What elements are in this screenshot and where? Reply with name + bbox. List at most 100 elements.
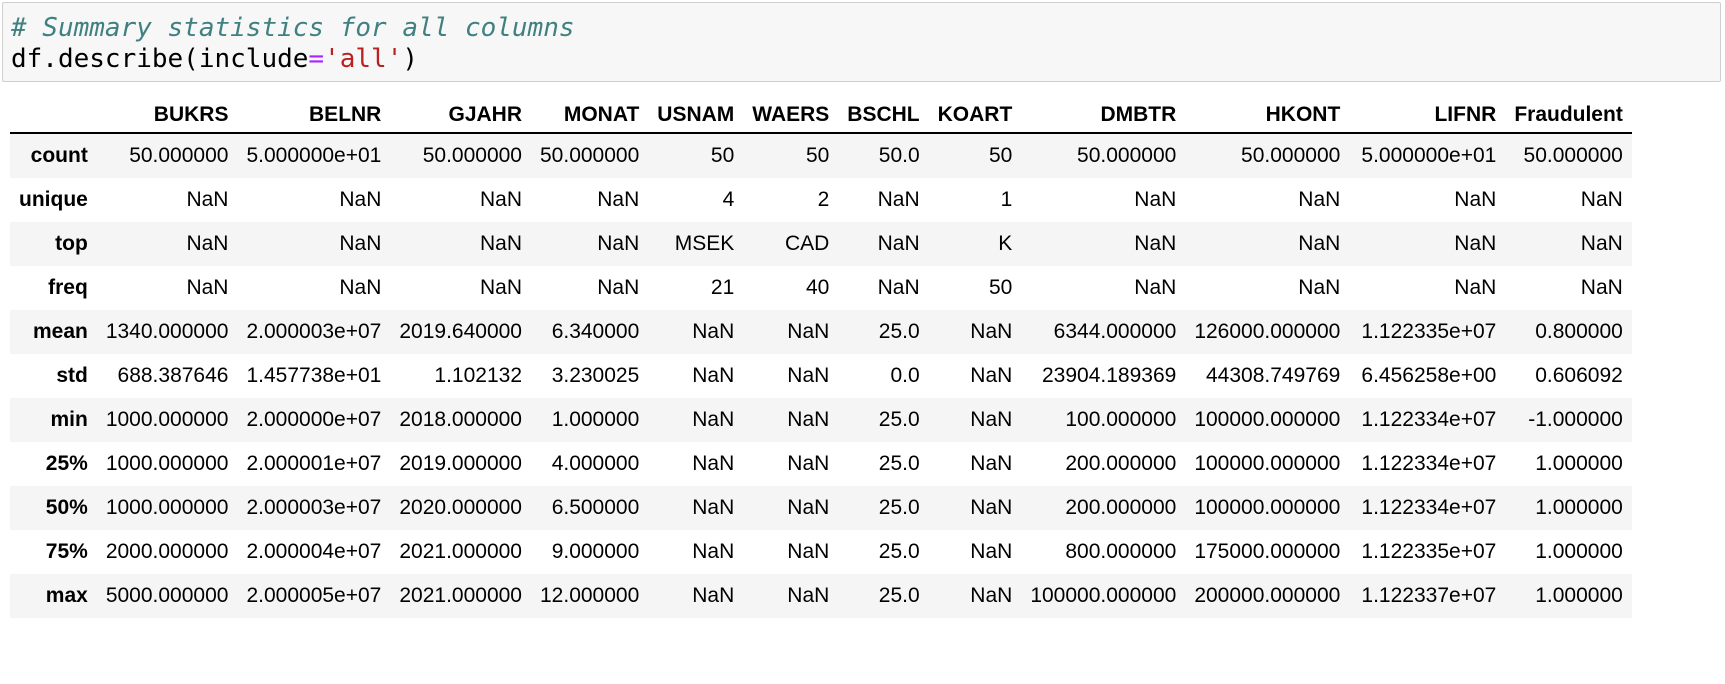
- cell-output: BUKRS BELNR GJAHR MONAT USNAM WAERS BSCHL KOART…: [10, 100, 1632, 618]
- table-cell: NaN: [877, 276, 920, 299]
- table-cell: 50: [988, 144, 1013, 167]
- table-cell: 100000.000000: [1194, 408, 1341, 431]
- table-cell: 0.606092: [1535, 364, 1623, 387]
- row-label: 50%: [45, 496, 88, 519]
- column-header: Fraudulent: [1505, 100, 1632, 134]
- table-cell: NaN: [597, 188, 640, 211]
- table-cell: NaN: [970, 584, 1013, 607]
- dataframe-table: BUKRS BELNR GJAHR MONAT USNAM WAERS BSCHL KOART…: [10, 100, 1632, 618]
- table-cell: NaN: [970, 540, 1013, 563]
- table-cell: 50: [710, 144, 735, 167]
- table-cell: 6.500000: [551, 496, 640, 519]
- table-cell: 1: [1000, 188, 1013, 211]
- table-cell: 1.457738e+01: [246, 364, 382, 387]
- table-cell: 23904.189369: [1042, 364, 1177, 387]
- table-cell: 6344.000000: [1053, 320, 1177, 343]
- column-header: MONAT: [531, 100, 649, 134]
- table-row: mean 1340.000000 2.000003e+07 2019.640000 6.…: [10, 310, 1632, 354]
- row-label: top: [55, 232, 88, 255]
- row-label: mean: [32, 320, 88, 343]
- table-cell: 2.000001e+07: [246, 452, 382, 475]
- table-cell: 1.102132: [434, 364, 522, 387]
- table-cell: NaN: [787, 364, 830, 387]
- table-cell: 1000.000000: [105, 452, 229, 475]
- table-cell: NaN: [479, 188, 522, 211]
- table-cell: NaN: [1298, 232, 1341, 255]
- table-cell: 6.340000: [551, 320, 640, 343]
- table-cell: 44308.749769: [1206, 364, 1341, 387]
- table-cell: NaN: [1580, 232, 1623, 255]
- row-label: count: [30, 144, 88, 167]
- table-cell: 50.0: [878, 144, 920, 167]
- table-cell: 25.0: [878, 408, 920, 431]
- table-cell: NaN: [1454, 188, 1497, 211]
- table-cell: NaN: [787, 584, 830, 607]
- column-header: LIFNR: [1349, 100, 1506, 134]
- table-cell: NaN: [970, 320, 1013, 343]
- table-cell: NaN: [1454, 232, 1497, 255]
- table-cell: 200.000000: [1065, 452, 1177, 475]
- code-cell[interactable]: # Summary statistics for all columns df.d…: [2, 2, 1721, 82]
- row-label: unique: [19, 188, 88, 211]
- table-cell: 2019.640000: [399, 320, 522, 343]
- table-cell: 50.000000: [1241, 144, 1341, 167]
- row-label: 75%: [45, 540, 88, 563]
- table-cell: 9.000000: [551, 540, 640, 563]
- row-label: 25%: [45, 452, 88, 475]
- table-cell: 1.122334e+07: [1361, 452, 1497, 475]
- table-row: freq NaN NaN NaN NaN 21 40 NaN 50 NaN NaN NaN NaN: [10, 266, 1632, 310]
- table-cell: NaN: [877, 232, 920, 255]
- table-cell: NaN: [1298, 188, 1341, 211]
- table-cell: 6.456258e+00: [1361, 364, 1497, 387]
- table-cell: 0.0: [890, 364, 920, 387]
- table-row: 25% 1000.000000 2.000001e+07 2019.000000 4.0…: [10, 442, 1632, 486]
- table-cell: 1.000000: [1535, 540, 1623, 563]
- table-cell: 1000.000000: [105, 408, 229, 431]
- table-cell: NaN: [1134, 232, 1177, 255]
- table-cell: CAD: [784, 232, 830, 255]
- table-row: min 1000.000000 2.000000e+07 2018.000000 1.0…: [10, 398, 1632, 442]
- table-cell: 1000.000000: [105, 496, 229, 519]
- table-cell: NaN: [692, 540, 735, 563]
- table-cell: NaN: [1298, 276, 1341, 299]
- row-label: min: [50, 408, 88, 431]
- table-row: max 5000.000000 2.000005e+07 2021.000000 12.…: [10, 574, 1632, 618]
- table-cell: NaN: [970, 452, 1013, 475]
- table-cell: 126000.000000: [1194, 320, 1341, 343]
- table-cell: 4.000000: [551, 452, 640, 475]
- table-cell: NaN: [479, 276, 522, 299]
- table-cell: 25.0: [878, 496, 920, 519]
- table-cell: 2.000004e+07: [246, 540, 382, 563]
- code-line: df.describe(include='all'): [11, 44, 1712, 75]
- column-header: USNAM: [648, 100, 744, 134]
- table-row: top NaN NaN NaN NaN MSEK CAD NaN K NaN NaN NaN NaN: [10, 222, 1632, 266]
- table-cell: 2000.000000: [105, 540, 229, 563]
- table-cell: 200000.000000: [1194, 584, 1341, 607]
- table-cell: NaN: [1134, 276, 1177, 299]
- table-cell: 1.000000: [551, 408, 640, 431]
- table-cell: 25.0: [878, 320, 920, 343]
- table-cell: NaN: [186, 188, 229, 211]
- table-cell: NaN: [787, 496, 830, 519]
- table-row: count 50.000000 5.000000e+01 50.000000 50.00…: [10, 133, 1632, 178]
- table-cell: 50.000000: [129, 144, 229, 167]
- table-row: 50% 1000.000000 2.000003e+07 2020.000000 6.5…: [10, 486, 1632, 530]
- table-cell: NaN: [339, 188, 382, 211]
- table-cell: NaN: [1454, 276, 1497, 299]
- row-label: freq: [48, 276, 88, 299]
- table-cell: NaN: [186, 276, 229, 299]
- table-cell: 25.0: [878, 452, 920, 475]
- table-cell: 1.122334e+07: [1361, 496, 1497, 519]
- table-cell: NaN: [692, 584, 735, 607]
- table-cell: NaN: [787, 452, 830, 475]
- table-cell: 1.000000: [1535, 452, 1623, 475]
- table-cell: 1.122337e+07: [1361, 584, 1497, 607]
- code-string: 'all': [324, 44, 403, 74]
- table-cell: 25.0: [878, 584, 920, 607]
- table-cell: NaN: [970, 496, 1013, 519]
- table-cell: 5.000000e+01: [1361, 144, 1497, 167]
- table-cell: 2020.000000: [399, 496, 522, 519]
- table-cell: NaN: [970, 408, 1013, 431]
- column-header: BUKRS: [96, 100, 238, 134]
- table-cell: 12.000000: [540, 584, 640, 607]
